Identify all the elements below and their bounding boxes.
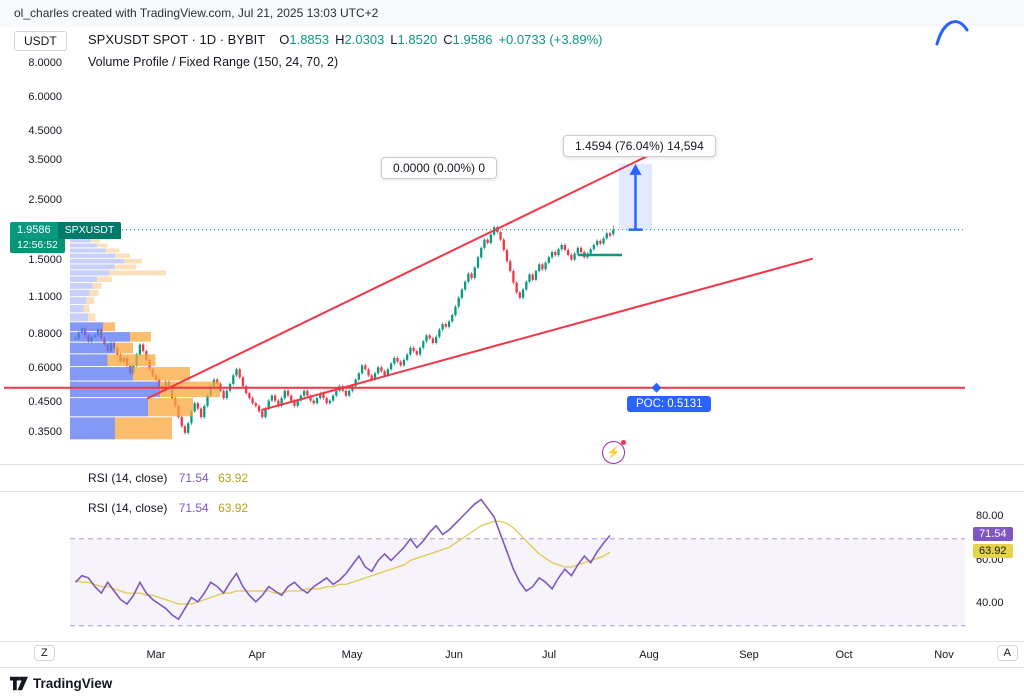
currency-toggle-button[interactable]: USDT <box>14 31 67 51</box>
last-price-value: 1.9586 <box>10 222 58 239</box>
price-tick: 0.6000 <box>28 362 62 375</box>
range-projection-label[interactable]: 1.4594 (76.04%) 14,594 <box>563 135 716 157</box>
symbol-title[interactable]: SPXUSDT SPOT · 1D · BYBIT <box>88 32 266 47</box>
month-label: Mar <box>146 649 166 661</box>
pane-separator <box>0 491 1024 492</box>
rsi-ma-value: 63.92 <box>218 501 249 515</box>
auto-scale-button[interactable]: A <box>996 645 1018 661</box>
rsi-value: 71.54 <box>178 471 209 485</box>
freehand-curve-drawing[interactable] <box>935 20 969 46</box>
price-tick: 3.5000 <box>28 154 62 167</box>
rsi-ma-value-badge: 63.92 <box>973 544 1013 558</box>
rsi-value-badge: 71.54 <box>973 527 1013 541</box>
ohlc-value: 1.8853 <box>289 32 330 47</box>
quick-trade-lightning-icon[interactable]: ⚡ <box>602 440 626 464</box>
volume-profile-bars <box>70 225 220 440</box>
rsi-title[interactable]: RSI (14, close) <box>88 501 168 515</box>
ohlc-letter: L <box>390 32 398 47</box>
ohlc-values: O1.8853 H2.0303 L1.8520 C1.9586 <box>273 32 492 47</box>
indicator-volume-profile-label[interactable]: Volume Profile / Fixed Range (150, 24, 7… <box>88 55 339 69</box>
month-label: Apr <box>248 649 266 661</box>
price-tick: 8.0000 <box>28 56 62 69</box>
price-tick: 1.5000 <box>28 254 62 267</box>
tradingview-logo-text[interactable]: TradingView <box>33 675 113 691</box>
month-label: Oct <box>835 649 853 661</box>
price-tick: 6.0000 <box>28 90 62 103</box>
ohlc-letter: O <box>279 32 290 47</box>
trendline-drawings[interactable] <box>4 148 965 411</box>
ohlc-value: 2.0303 <box>344 32 385 47</box>
ohlc-letter: H <box>335 32 345 47</box>
month-label: Sep <box>739 649 759 661</box>
rsi-tick: 40.00 <box>976 597 1004 609</box>
symbol-info-bar[interactable]: SPXUSDT SPOT · 1D · BYBIT O1.8853 H2.0303 L… <box>88 32 603 47</box>
rsi-title[interactable]: RSI (14, close) <box>88 471 168 485</box>
footer-border <box>0 667 1024 668</box>
time-axis-border <box>0 641 1024 642</box>
price-tick: 1.1000 <box>28 290 62 303</box>
pane-separator <box>0 464 1024 465</box>
month-label: Jul <box>541 649 557 661</box>
tradingview-logo-icon <box>10 676 28 690</box>
attribution-text: ol_charles created with TradingView.com,… <box>0 0 1024 27</box>
projection-arrow-drawing[interactable] <box>619 163 652 231</box>
rsi-ma-value: 63.92 <box>218 471 249 485</box>
rsi-tick: 80.00 <box>976 510 1004 522</box>
footer-bar: TradingView <box>0 668 1024 698</box>
price-tick: 0.8000 <box>28 328 62 341</box>
ohlc-letter: C <box>443 32 453 47</box>
price-tick: 4.5000 <box>28 124 62 137</box>
last-price-symbol: SPXUSDT <box>57 222 122 239</box>
ohlc-value: 1.8520 <box>397 32 438 47</box>
timezone-button[interactable]: Z <box>34 645 55 661</box>
poc-label[interactable]: POC: 0.5131 <box>627 396 712 412</box>
price-tick: 0.3500 <box>28 425 62 438</box>
month-label: Jun <box>445 649 463 661</box>
last-price-label: 1.9586 SPXUSDT <box>10 222 122 239</box>
price-tick: 0.4500 <box>28 396 62 409</box>
rsi-header-collapsed[interactable]: RSI (14, close) 71.54 63.92 <box>88 471 248 485</box>
month-label: May <box>341 649 363 661</box>
month-label: Nov <box>934 649 954 661</box>
ohlc-value: 1.9586 <box>452 32 493 47</box>
price-change: +0.0733 (+3.89%) <box>498 32 603 47</box>
month-label: Aug <box>639 649 659 661</box>
range-zero-label[interactable]: 0.0000 (0.00%) 0 <box>381 157 498 179</box>
bar-countdown: 12:56:52 <box>10 239 65 253</box>
rsi-header-pane[interactable]: RSI (14, close) 71.54 63.92 <box>88 501 248 515</box>
rsi-value: 71.54 <box>178 501 209 515</box>
price-tick: 2.5000 <box>28 193 62 206</box>
rsi-plot <box>70 498 965 627</box>
